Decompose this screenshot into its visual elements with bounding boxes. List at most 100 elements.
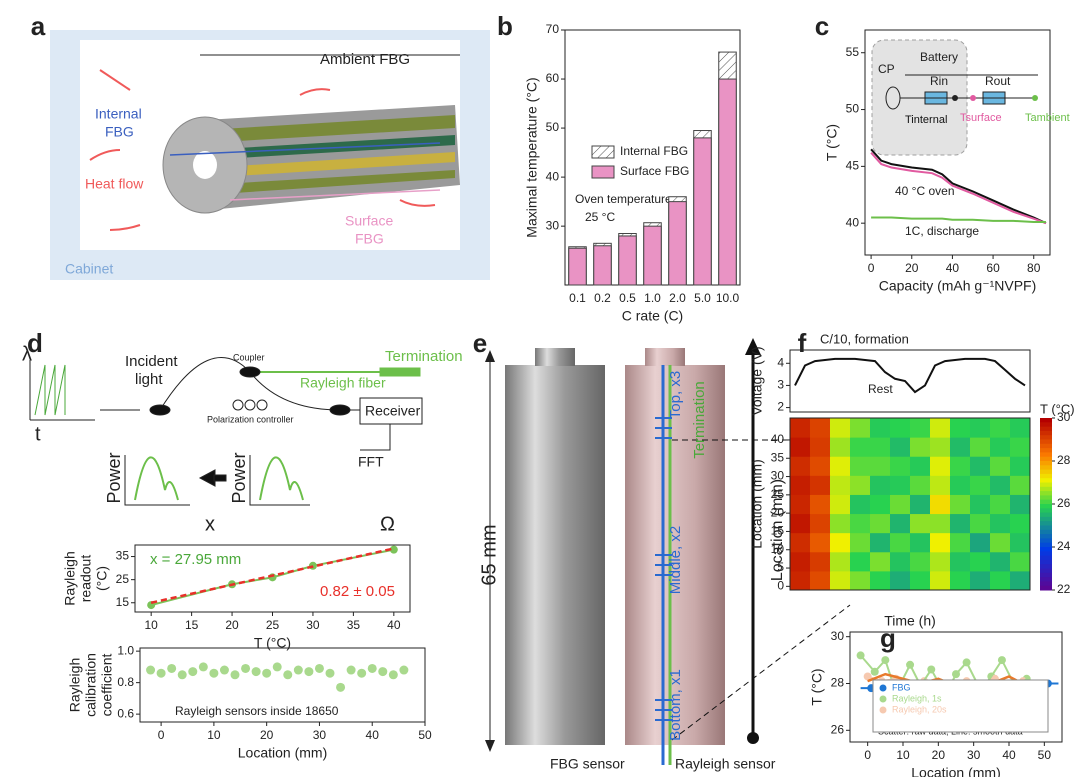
series-label: Tambient	[1025, 112, 1070, 124]
diagram-text: Middle, x2	[667, 526, 684, 594]
bar	[568, 247, 587, 286]
x-axis-label: Location (mm)	[238, 745, 327, 761]
colorbar-step	[1040, 439, 1052, 445]
y-tick-label: 4	[777, 355, 784, 369]
series-label: Tinternal	[905, 114, 947, 126]
point	[399, 665, 409, 675]
legend-marker	[879, 684, 887, 692]
point	[336, 682, 346, 692]
y-tick-label: 70	[546, 22, 560, 36]
heat-cell	[810, 551, 831, 572]
diagram-text: Polarization controller	[207, 414, 294, 424]
bar	[718, 78, 737, 286]
heat-cell	[990, 570, 1011, 591]
y-tick-label: 26	[831, 722, 845, 736]
x-tick-label: 20	[225, 618, 239, 632]
heat-cell	[1010, 475, 1031, 495]
panel-label: c	[815, 11, 829, 41]
heat-cell	[890, 418, 911, 438]
y-axis-label: coefficient	[99, 653, 115, 716]
heat-cell	[990, 437, 1011, 457]
heat-cell	[790, 513, 811, 534]
x-tick-label: 5.0	[694, 291, 711, 305]
diagram-text: FBG	[355, 231, 384, 247]
heat-cell	[970, 551, 991, 572]
x-tick-label: 40	[387, 618, 401, 632]
y-axis-label: Rayleigh	[62, 551, 78, 605]
point	[198, 662, 208, 672]
diagram-text: FBG	[105, 124, 134, 140]
heat-cell	[830, 437, 851, 457]
y-tick-label: 2	[777, 400, 784, 414]
diagram-text: x	[205, 513, 215, 535]
colorbar-step	[1040, 551, 1052, 557]
colorbar-step	[1040, 482, 1052, 488]
heat-cell	[830, 532, 851, 553]
colorbar-tick-label: 28	[1057, 453, 1071, 467]
plot-frame	[789, 417, 1031, 591]
circuit	[871, 39, 1038, 156]
colorbar-label: T (°C)	[1040, 401, 1075, 416]
x-tick-label: 0	[158, 728, 165, 742]
annotation: x = 27.95 mm	[150, 551, 241, 568]
diagram-text: FFT	[358, 454, 384, 470]
x-tick-label: 40	[1002, 748, 1016, 762]
diagram-text: Receiver	[365, 403, 421, 419]
colorbar-step	[1040, 512, 1052, 518]
y-axis-label: T (°C)	[824, 124, 840, 161]
colorbar-step	[1040, 542, 1052, 548]
y-axis-label: (°C)	[94, 566, 110, 591]
x-axis-label: Location (mm)	[911, 765, 1000, 777]
colorbar-step	[1040, 486, 1052, 492]
colorbar-step	[1040, 430, 1052, 436]
heat-cell	[810, 532, 831, 553]
heat-cell	[790, 532, 811, 553]
heat-cell	[790, 418, 811, 438]
heat-cell	[1010, 513, 1031, 534]
y-tick-label: 60	[546, 71, 560, 85]
heat-cell	[830, 570, 851, 591]
diagram-text: 65 mm	[478, 524, 500, 585]
y-tick-label: 28	[831, 676, 845, 690]
y-tick-label: 35	[771, 450, 785, 464]
colorbar-step	[1040, 577, 1052, 582]
legend-box	[872, 679, 1049, 733]
heat-cell	[990, 551, 1011, 572]
heat-cell	[990, 513, 1011, 534]
colorbar-step	[1040, 508, 1052, 514]
point	[272, 662, 282, 672]
colorbar-step	[1040, 495, 1052, 501]
heat-cell	[850, 437, 871, 457]
heat-cell	[910, 437, 931, 457]
heat-cell	[790, 456, 811, 476]
heat-cell	[990, 418, 1011, 438]
colorbar-step	[1040, 564, 1052, 569]
y-tick-label: 3	[777, 378, 784, 392]
heat-cell	[1010, 570, 1031, 591]
colorbar-step	[1040, 568, 1052, 574]
heat-cell	[830, 418, 851, 438]
diagram-text: Rayleigh fiber	[300, 375, 386, 391]
x-tick-label: 0	[864, 748, 871, 762]
heat-cell	[970, 475, 991, 495]
heat-cell	[970, 532, 991, 553]
diagram-text: t	[35, 423, 41, 445]
diagram-text: Ω	[380, 513, 395, 535]
legend-marker	[879, 706, 887, 714]
fit-line	[150, 547, 395, 604]
heat-cell	[910, 475, 931, 495]
colorbar-step	[1040, 452, 1052, 458]
series-label: Tsurface	[960, 112, 1002, 124]
y-tick-label: 5	[777, 560, 784, 574]
line	[870, 148, 1047, 225]
colorbar-tick-label: 26	[1057, 496, 1071, 510]
y-axis-label: Location (mm)	[749, 459, 765, 548]
bar	[668, 201, 687, 286]
annotation: 40 °C oven	[895, 184, 955, 198]
heat-cell	[1010, 437, 1031, 457]
diagram-text: Bottom, x1	[667, 669, 684, 741]
x-tick-label: 0.1	[569, 291, 586, 305]
cell-model	[162, 105, 460, 214]
heat-cell	[830, 551, 851, 572]
colorbar-step	[1040, 465, 1052, 471]
